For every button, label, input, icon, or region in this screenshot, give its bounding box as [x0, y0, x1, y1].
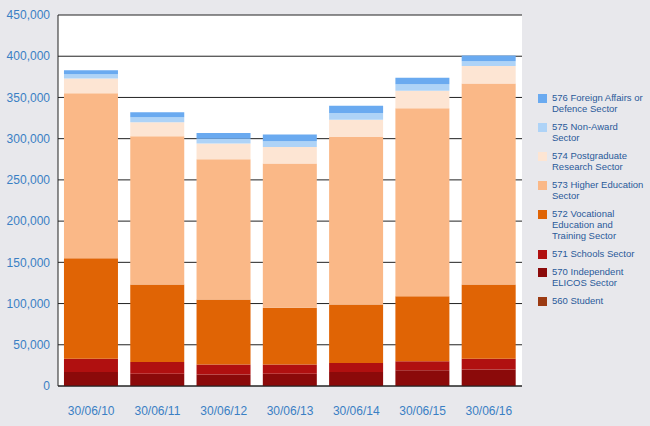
svg-text:100,000: 100,000 [8, 297, 50, 311]
html-text:575 Non-Award Sector: 575 Non-Award Sector [552, 121, 618, 143]
svg-text:200,000: 200,000 [8, 214, 50, 228]
svg-text:50,000: 50,000 [13, 338, 50, 352]
svg-text:450,000: 450,000 [8, 8, 50, 22]
svg-text:250,000: 250,000 [8, 173, 50, 187]
svg-text:30/06/12: 30/06/12 [200, 404, 247, 418]
svg-text:30/06/14: 30/06/14 [333, 404, 380, 418]
svg-text:30/06/13: 30/06/13 [267, 404, 314, 418]
svg-text:350,000: 350,000 [8, 91, 50, 105]
svg-text:30/06/16: 30/06/16 [465, 404, 512, 418]
svg-text:30/06/11: 30/06/11 [135, 404, 181, 418]
svg-text:0: 0 [43, 379, 50, 393]
html-text:572 Vocational Education and T: 572 Vocational Education and Training Se… [552, 208, 617, 241]
html-text:570 Independent ELICOS Sector: 570 Independent ELICOS Sector [552, 266, 624, 288]
html-text:571 Schools Sector: 571 Schools Sector [552, 248, 635, 259]
html-text:573 Higher Education Sector: 573 Higher Education Sector [552, 179, 644, 201]
html-text:574 Postgraduate Research Sect: 574 Postgraduate Research Sector [552, 150, 627, 172]
svg-text:30/06/10: 30/06/10 [68, 404, 115, 418]
html-text:560 Student: 560 Student [552, 295, 604, 306]
svg-text:150,000: 150,000 [8, 256, 50, 270]
svg-text:300,000: 300,000 [8, 132, 50, 146]
svg-text:30/06/15: 30/06/15 [399, 404, 446, 418]
svg-text:400,000: 400,000 [8, 49, 50, 63]
html-text:576 Foreign Affairs or Defence: 576 Foreign Affairs or Defence Sector [552, 92, 643, 114]
